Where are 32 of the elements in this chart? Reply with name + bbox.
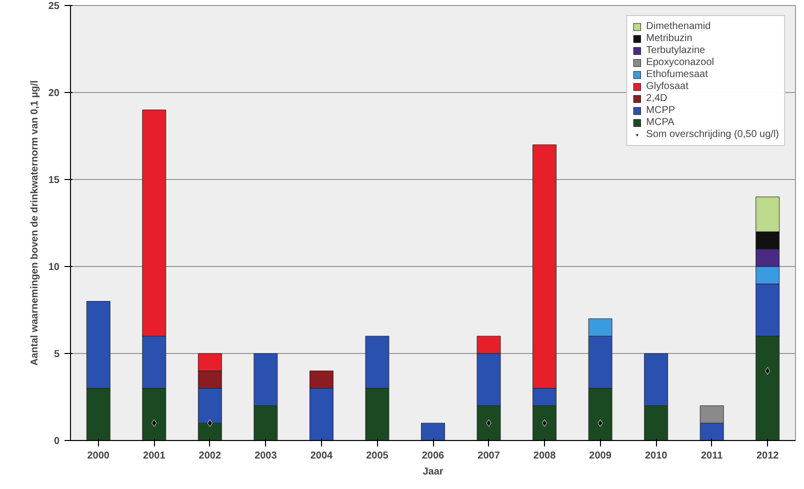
legend-label: Glyfosaat [646, 81, 688, 92]
x-axis-title: Jaar [422, 466, 444, 478]
y-tick-label: 15 [48, 175, 60, 186]
bar [421, 422, 445, 440]
x-tick-label: 2006 [422, 450, 445, 462]
x-tick-label: 2010 [644, 450, 668, 462]
legend-label: Terbutylazine [646, 45, 706, 56]
y-tick-label: 20 [48, 88, 60, 99]
legend-label: Epoxyconazool [646, 57, 714, 68]
y-tick-label: 0 [54, 436, 60, 447]
x-tick-label: 2012 [756, 450, 780, 462]
x-tick-label: 2004 [310, 450, 334, 462]
x-tick-label: 2011 [701, 450, 724, 462]
x-tick-label: 2001 [143, 450, 166, 462]
x-tick-label: 2003 [254, 450, 278, 462]
legend-label: 2,4D [646, 93, 668, 104]
y-tick-label: 10 [48, 262, 60, 273]
y-axis-title: Aantal waarnemingen boven de drinkwaternorm van 0,1 µg/l [29, 80, 40, 366]
x-tick-label: 2009 [589, 450, 612, 462]
legend-label: Dimethenamid [646, 21, 711, 32]
x-tick-label: 2005 [366, 450, 389, 462]
legend-label: Som overschrijding (0,50 ug/l) [646, 129, 779, 140]
legend-label: Metribuzin [646, 33, 692, 44]
x-tick-label: 2008 [533, 450, 556, 462]
y-tick-label: 25 [48, 1, 60, 12]
x-tick-label: 2007 [478, 450, 500, 462]
legend-label: MCPP [646, 105, 676, 116]
y-tick-label: 5 [54, 349, 60, 360]
x-tick-label: 2002 [198, 450, 222, 462]
legend-label: Ethofumesaat [646, 69, 708, 80]
x-tick-label: 2000 [87, 450, 110, 462]
legend-label: MCPA [646, 117, 674, 128]
